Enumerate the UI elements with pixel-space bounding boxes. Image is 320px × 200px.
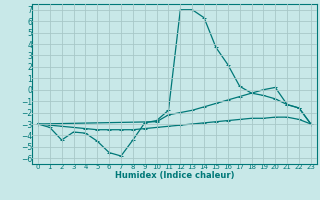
X-axis label: Humidex (Indice chaleur): Humidex (Indice chaleur)	[115, 171, 234, 180]
